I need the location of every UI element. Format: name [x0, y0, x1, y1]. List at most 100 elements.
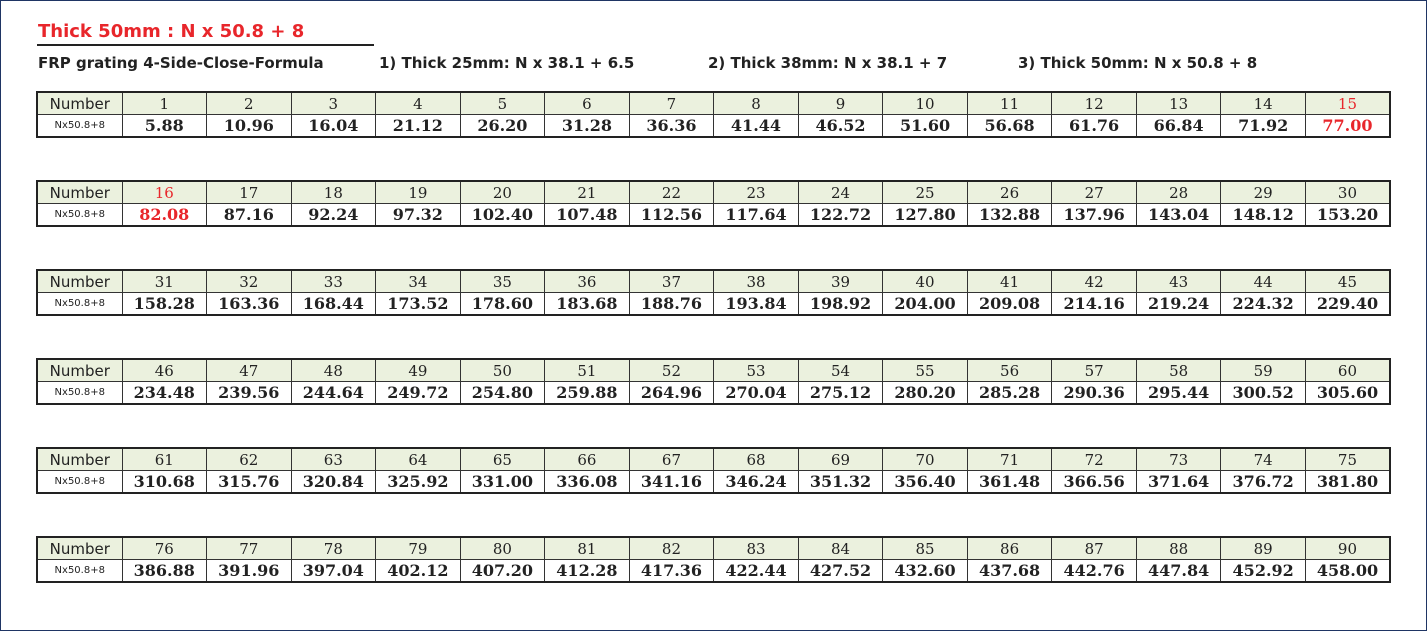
cell: 285.28 [966, 381, 1053, 405]
cell: 8 [713, 91, 799, 115]
cell: 77.00 [1304, 114, 1391, 138]
cell: 346.24 [713, 470, 799, 494]
cell: 249.72 [375, 381, 461, 405]
cell: 21 [544, 180, 630, 204]
cell: 148.12 [1220, 203, 1306, 227]
cell: 61.76 [1051, 114, 1137, 138]
cell: 437.68 [966, 559, 1053, 583]
cell: 229.40 [1304, 292, 1391, 316]
cell: 86 [966, 536, 1053, 560]
cell: 78 [290, 536, 377, 560]
cell: 356.40 [882, 470, 968, 494]
cell: 45 [1304, 269, 1391, 293]
cell: 14 [1220, 91, 1306, 115]
cell: 137.96 [1051, 203, 1137, 227]
cell: 48 [290, 358, 377, 382]
cell: 28 [1135, 180, 1222, 204]
cell: 458.00 [1304, 559, 1391, 583]
cell: 193.84 [713, 292, 799, 316]
cell: 71 [966, 447, 1053, 471]
cell: 112.56 [628, 203, 715, 227]
title: Thick 50mm : N x 50.8 + 8 [38, 21, 305, 42]
cell: 331.00 [459, 470, 546, 494]
number-row: Number 76 77 78 79 80 81 82 83 84 85 86 87 88 89 90 [36, 536, 1391, 560]
cell: 90 [1304, 536, 1391, 560]
cell: Number [36, 358, 123, 382]
cell: 158.28 [121, 292, 208, 316]
cell: 64 [375, 447, 461, 471]
cell: 5 [459, 91, 546, 115]
cell: 67 [628, 447, 715, 471]
cell: 310.68 [121, 470, 208, 494]
cell: 29 [1220, 180, 1306, 204]
cell: 10.96 [206, 114, 292, 138]
cell: 11 [966, 91, 1053, 115]
value-table: Number 16 17 18 19 20 21 22 23 24 25 26 27 28 29 30 Nx50… [36, 180, 1391, 227]
title-underline [37, 44, 374, 46]
cell: 30 [1304, 180, 1391, 204]
cell: 43 [1135, 269, 1222, 293]
cell: 127.80 [882, 203, 968, 227]
cell: 295.44 [1135, 381, 1222, 405]
cell: 41.44 [713, 114, 799, 138]
cell: 36.36 [628, 114, 715, 138]
cell: 234.48 [121, 381, 208, 405]
value-table: Number 76 77 78 79 80 81 82 83 84 85 86 87 88 89 90 Nx50… [36, 536, 1391, 583]
cell: 51.60 [882, 114, 968, 138]
number-row: Number 31 32 33 34 35 36 37 38 39 40 41 42 43 44 45 [36, 269, 1391, 293]
cell: 76 [121, 536, 208, 560]
value-row: Nx50.8+8 234.48 239.56 244.64 249.72 254.80 25… [36, 381, 1391, 405]
cell: 33 [290, 269, 377, 293]
cell: 58 [1135, 358, 1222, 382]
cell: 10 [882, 91, 968, 115]
cell: Nx50.8+8 [36, 470, 123, 494]
cell: 366.56 [1051, 470, 1137, 494]
cell: 3 [290, 91, 377, 115]
cell: 39 [797, 269, 884, 293]
cell: 81 [544, 536, 630, 560]
cell: 7 [628, 91, 715, 115]
cell: 97.32 [375, 203, 461, 227]
cell: 47 [206, 358, 292, 382]
cell: 79 [375, 536, 461, 560]
cell: 25 [882, 180, 968, 204]
cell: 270.04 [713, 381, 799, 405]
cell: 219.24 [1135, 292, 1222, 316]
cell: 31.28 [544, 114, 630, 138]
cell: 117.64 [713, 203, 799, 227]
cell: 36 [544, 269, 630, 293]
cell: 52 [628, 358, 715, 382]
cell: 56 [966, 358, 1053, 382]
cell: 442.76 [1051, 559, 1137, 583]
cell: 38 [713, 269, 799, 293]
cell: 447.84 [1135, 559, 1222, 583]
cell: 264.96 [628, 381, 715, 405]
cell: Nx50.8+8 [36, 292, 123, 316]
cell: 280.20 [882, 381, 968, 405]
value-table: Number 46 47 48 49 50 51 52 53 54 55 56 57 58 59 60 Nx50… [36, 358, 1391, 405]
cell: 427.52 [797, 559, 884, 583]
cell: 214.16 [1051, 292, 1137, 316]
cell: 305.60 [1304, 381, 1391, 405]
cell: 20 [459, 180, 546, 204]
cell: 407.20 [459, 559, 546, 583]
value-row: Nx50.8+8 386.88 391.96 397.04 402.12 407.20 41… [36, 559, 1391, 583]
cell: 26 [966, 180, 1053, 204]
cell: 452.92 [1220, 559, 1306, 583]
cell: 22 [628, 180, 715, 204]
cell: 53 [713, 358, 799, 382]
cell: 153.20 [1304, 203, 1391, 227]
formula: FRP grating 4-Side-Close-Formula [38, 54, 324, 72]
cell: 9 [797, 91, 884, 115]
number-row: Number 1 2 3 4 5 6 7 8 9 10 11 12 13 14 15 [36, 91, 1391, 115]
cell: 88 [1135, 536, 1222, 560]
cell: 183.68 [544, 292, 630, 316]
value-row: Nx50.8+8 5.88 10.96 16.04 21.12 26.20 31.28 36.… [36, 114, 1391, 138]
cell: 49 [375, 358, 461, 382]
value-table: Number 61 62 63 64 65 66 67 68 69 70 71 72 73 74 75 Nx50… [36, 447, 1391, 494]
cell: 402.12 [375, 559, 461, 583]
cell: 68 [713, 447, 799, 471]
number-row: Number 46 47 48 49 50 51 52 53 54 55 56 57 58 59 60 [36, 358, 1391, 382]
cell: 397.04 [290, 559, 377, 583]
